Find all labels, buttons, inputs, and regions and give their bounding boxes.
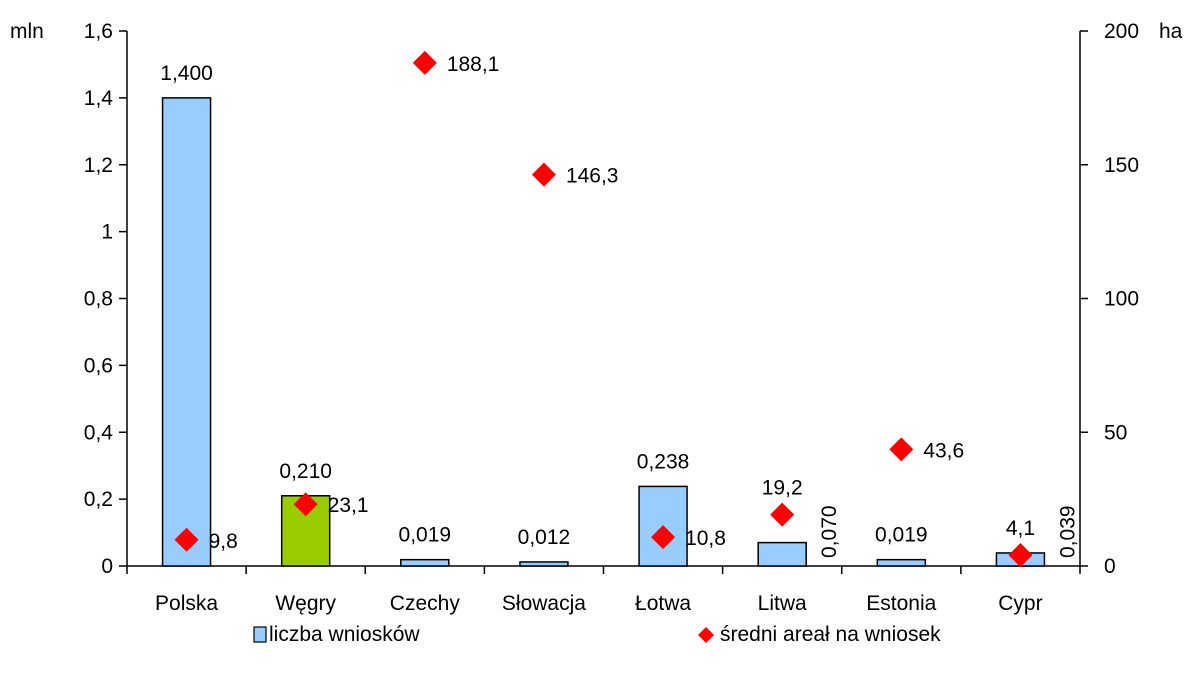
marker-value-label: 43,6 (923, 439, 964, 462)
x-tick-label: Czechy (390, 592, 461, 615)
y-right-tick-label: 150 (1104, 154, 1139, 177)
y-right-tick-label: 100 (1104, 288, 1139, 311)
marker-diamond (412, 50, 437, 75)
y-left-tick-label: 1,4 (84, 87, 114, 110)
marker-diamond (651, 525, 676, 550)
x-tick-label: Słowacja (502, 592, 586, 615)
bar-value-label: 0,238 (637, 450, 690, 473)
legend-label-bar: liczba wniosków (269, 623, 420, 646)
bar-value-label: 0,039 (1056, 505, 1079, 558)
y-left-tick-label: 1,2 (84, 154, 113, 177)
y-right-tick-label: 200 (1104, 20, 1139, 43)
marker-diamond (174, 527, 199, 552)
marker-diamond (293, 492, 318, 517)
marker-diamond (889, 437, 914, 462)
bar-value-label: 0,210 (279, 460, 332, 483)
y-left-unit: mln (10, 20, 44, 43)
y-left-tick-label: 0,4 (84, 421, 114, 444)
x-tick-label: Łotwa (635, 592, 691, 615)
y-left-tick-label: 0,8 (84, 288, 113, 311)
legend-swatch-marker (698, 627, 714, 643)
marker-value-label: 23,1 (328, 494, 369, 517)
legend: liczba wniosków średni areał na wniosek (253, 623, 941, 646)
bar-series (161, 97, 1046, 567)
y-left-tick-label: 0,6 (84, 354, 113, 377)
marker-value-label: 10,8 (685, 527, 726, 550)
legend-swatch-bar (253, 626, 267, 643)
y-left-tick-label: 0,2 (84, 488, 113, 511)
bar-value-label: 0,019 (875, 524, 928, 547)
y-left-tick-label: 0 (101, 555, 113, 578)
marker-diamond (531, 162, 556, 187)
legend-label-marker: średni areał na wniosek (720, 623, 941, 646)
bar (757, 541, 807, 567)
data-labels: 1,400 0,210 0,019 0,012 0,238 0,070 0,019 0,039… (160, 53, 1079, 558)
marker-series (174, 50, 1033, 568)
marker-value-label: 4,1 (1006, 517, 1035, 540)
marker-diamond (770, 502, 795, 527)
marker-value-label: 188,1 (447, 53, 500, 76)
marker-diamond (1008, 543, 1033, 568)
bar-value-label: 0,012 (518, 526, 571, 549)
x-tick-label: Cypr (998, 592, 1042, 615)
x-tick-label: Litwa (758, 592, 807, 615)
bar-value-label: 1,400 (160, 62, 213, 85)
y-right-tick-label: 0 (1104, 555, 1116, 578)
y-right-unit: ha (1159, 20, 1183, 43)
y-left-tick-label: 1 (101, 221, 113, 244)
bar (519, 561, 569, 567)
bar-value-label: 0,019 (399, 524, 452, 547)
bar (876, 558, 927, 567)
bar-value-label: 0,070 (818, 505, 841, 558)
marker-value-label: 146,3 (566, 165, 619, 188)
bar (161, 97, 212, 567)
bar (400, 558, 450, 567)
axes: 0 0,2 0,4 0,6 0,8 1 1,2 1,4 1,6 mln 0 50 100 150 200 ha… (10, 20, 1183, 615)
y-right-tick-label: 50 (1104, 421, 1127, 444)
marker-value-label: 9,8 (209, 530, 238, 553)
y-left-tick-label: 1,6 (84, 20, 113, 43)
x-tick-label: Węgry (275, 592, 336, 615)
x-tick-label: Polska (155, 592, 218, 615)
x-tick-label: Estonia (866, 592, 936, 615)
marker-value-label: 19,2 (762, 477, 803, 500)
